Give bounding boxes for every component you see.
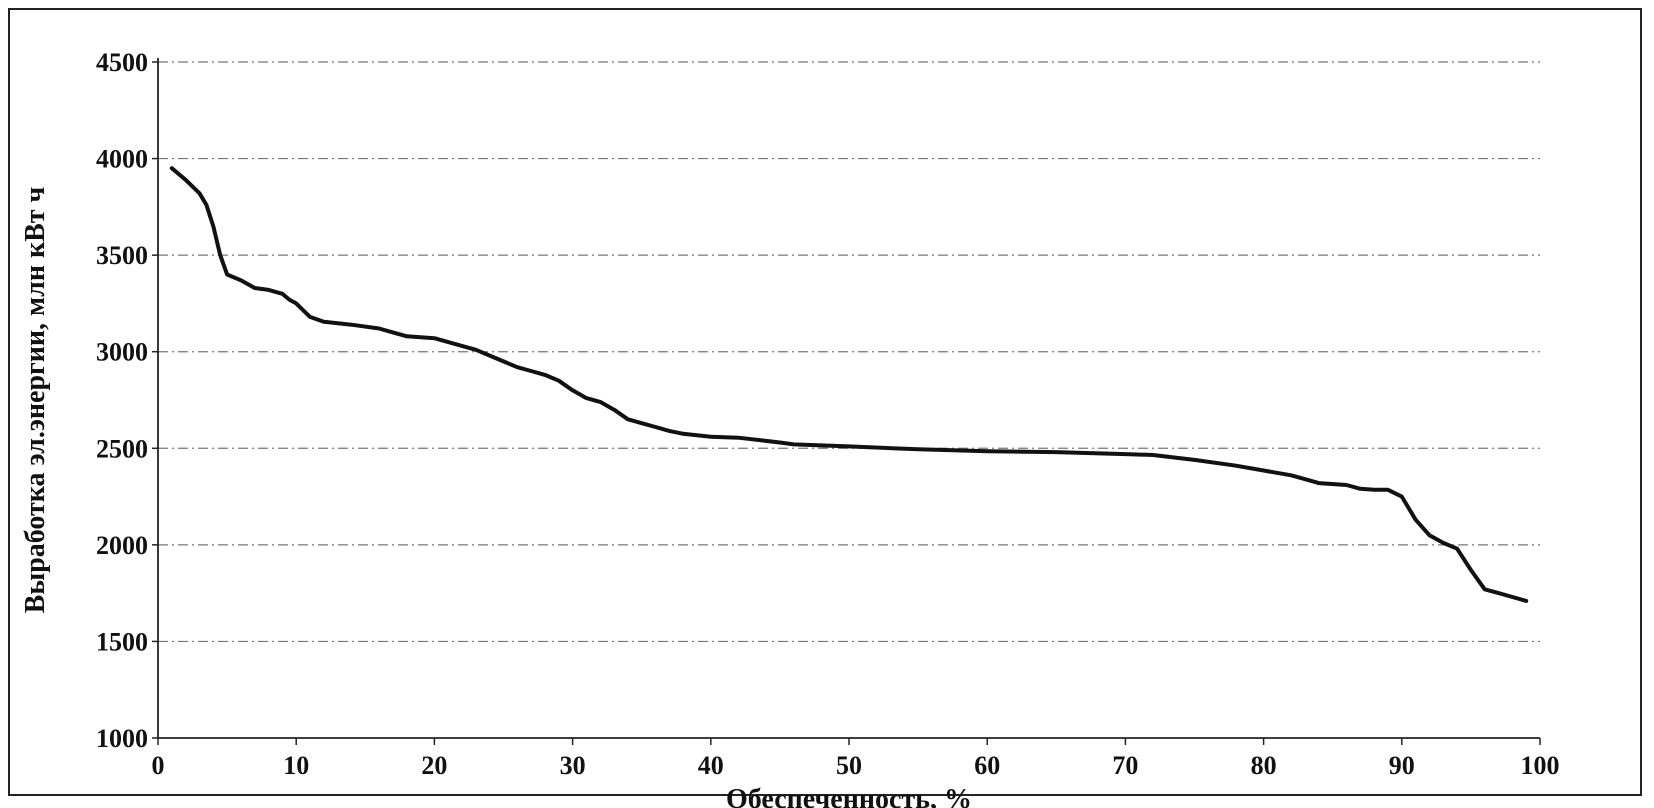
axes bbox=[152, 58, 1541, 745]
x-tick-label: 40 bbox=[698, 751, 724, 780]
y-tick-labels: 1000 1500 2000 2500 3000 3500 4000 4500 bbox=[96, 48, 148, 753]
x-tick-label: 90 bbox=[1389, 751, 1415, 780]
y-tick-label: 2500 bbox=[96, 434, 148, 463]
y-tick-label: 4000 bbox=[96, 145, 148, 174]
x-tick-label: 0 bbox=[152, 751, 165, 780]
y-axis-title: Выработка эл.энергии, млн кВт ч bbox=[20, 186, 51, 613]
chart-frame bbox=[8, 8, 1642, 796]
gridlines bbox=[158, 61, 1540, 643]
x-tick-label: 80 bbox=[1251, 751, 1277, 780]
x-tick-label: 20 bbox=[421, 751, 447, 780]
x-axis-title: Обеспеченность, % bbox=[726, 784, 972, 808]
x-tick-label: 70 bbox=[1112, 751, 1138, 780]
series-line bbox=[169, 166, 1529, 603]
y-tick-label: 3500 bbox=[96, 241, 148, 270]
y-tick-label: 4500 bbox=[96, 48, 148, 77]
x-tick-labels: 0 10 20 30 40 50 60 70 80 90 100 bbox=[152, 751, 1560, 780]
x-tick-label: 50 bbox=[836, 751, 862, 780]
x-tick-label: 10 bbox=[283, 751, 309, 780]
x-tick-label: 30 bbox=[560, 751, 586, 780]
x-tick-label: 100 bbox=[1521, 751, 1560, 780]
y-tick-label: 3000 bbox=[96, 338, 148, 367]
y-tick-label: 2000 bbox=[96, 531, 148, 560]
x-tick-label: 60 bbox=[974, 751, 1000, 780]
y-tick-label: 1500 bbox=[96, 627, 148, 656]
y-tick-label: 1000 bbox=[96, 724, 148, 753]
